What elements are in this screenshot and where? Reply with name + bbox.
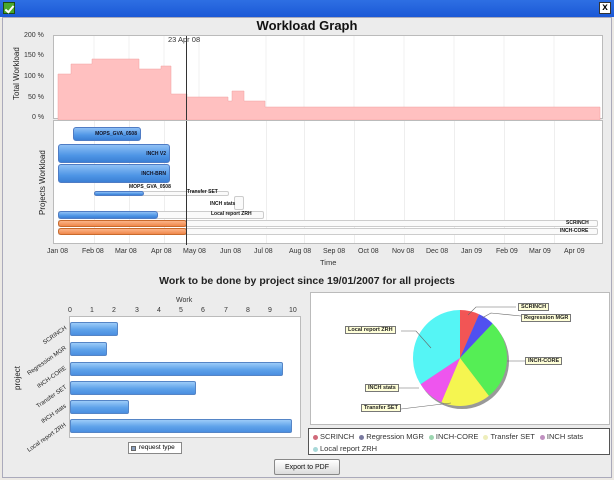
bar-local-report-zrh[interactable] [70, 419, 292, 433]
total-workload-plot [53, 35, 603, 120]
close-button[interactable]: x [599, 2, 611, 14]
work-bar-plot [69, 316, 301, 438]
pie-chart [381, 306, 529, 410]
legend-dot-icon [359, 434, 365, 440]
pie-label-inch-stats: INCH stats [365, 384, 399, 392]
bar-scrinch[interactable] [70, 322, 118, 336]
page-title: Workload Graph [256, 18, 358, 33]
ytick: 150 % [24, 52, 44, 59]
bar-transfer-set[interactable] [70, 381, 196, 395]
projects-workload-axis-label: Projects Workload [38, 150, 47, 215]
app-icon [3, 2, 15, 14]
gantt-bar-inch-brn[interactable]: INCH-BRN [58, 164, 170, 183]
pie-label-scrinch: SCRINCH [518, 303, 550, 311]
legend-item-local-report-zrh: Local report ZRH [313, 443, 377, 455]
ytick: 50 % [28, 94, 44, 101]
gantt-bar-transfer-set[interactable] [94, 191, 144, 196]
gantt-label-local-report: Local report ZRH [211, 211, 252, 217]
gantt-bar-scrinch[interactable] [58, 220, 187, 227]
gantt-bar-inch-v2[interactable]: INCH V2 [58, 144, 170, 163]
legend-dot-icon [428, 434, 434, 440]
gantt-bar-inch-core[interactable] [58, 228, 187, 235]
work-axis-label: Work [176, 297, 193, 304]
bar-regression-mgr[interactable] [70, 342, 107, 356]
legend-item-scrinch: SCRINCH [313, 431, 354, 443]
gantt-label-inch-stats: INCH stats [210, 201, 236, 207]
legend-dot-icon [483, 434, 489, 440]
legend-item-transfer-set: Transfer SET [483, 431, 535, 443]
legend-swatch [131, 446, 136, 451]
time-axis-label: Time [320, 258, 337, 267]
current-date-marker-gantt [186, 121, 187, 245]
legend-dot-icon [313, 434, 318, 440]
ytick: 200 % [24, 32, 44, 39]
gantt-label-mops-gva-2: MOPS_GVA_0508 [129, 184, 171, 190]
legend-item-inch-stats: INCH stats [539, 431, 583, 443]
pie-chart-frame: SCRINCH Regression MGR INCH-CORE Local r… [310, 292, 610, 425]
pie-label-transfer-set: Transfer SET [361, 404, 401, 412]
gantt-label-inch-core: INCH-CORE [560, 228, 589, 234]
legend-item-regression-mgr: Regression MGR [359, 431, 424, 443]
gantt-bar-mops-gva[interactable]: MOPS_GVA_0508 [73, 127, 141, 141]
pie-label-local-report-zrh: Local report ZRH [345, 326, 396, 334]
total-workload-area [57, 36, 601, 120]
projects-gantt-plot: MOPS_GVA_0508 INCH V2 INCH-BRN MOPS_GVA_… [53, 120, 603, 245]
pie-label-regression-mgr: Regression MGR [521, 314, 572, 322]
legend-dot-icon [313, 446, 318, 452]
window-titlebar: x [0, 0, 614, 17]
ytick: 100 % [24, 73, 44, 80]
bar-inch-stats[interactable] [70, 400, 129, 414]
summary-title: Work to be done by project since 19/01/2… [159, 275, 455, 287]
bar-inch-core[interactable] [70, 362, 283, 376]
export-to-pdf-button[interactable]: Export to PDF [274, 459, 340, 475]
current-date-marker [186, 36, 187, 120]
ytick: 0 % [32, 114, 45, 121]
marker-label: 23 Apr 08 [168, 35, 201, 44]
bar-legend: request type [128, 442, 182, 454]
gantt-bar-inch-stats[interactable] [234, 196, 244, 210]
pie-legend: SCRINCH Regression MGR INCH-CORE Transfe… [308, 428, 610, 455]
gantt-bar-local-report[interactable] [58, 211, 158, 219]
project-axis-label: project [13, 365, 22, 390]
pie-label-inch-core: INCH-CORE [525, 357, 563, 365]
gantt-label-transfer-set: Transfer SET [187, 189, 218, 195]
gantt-label-scrinch: SCRINCH [566, 220, 589, 226]
legend-dot-icon [539, 434, 545, 440]
legend-item-inch-core: INCH-CORE [428, 431, 478, 443]
total-workload-axis-label: Total Workload [12, 47, 21, 100]
